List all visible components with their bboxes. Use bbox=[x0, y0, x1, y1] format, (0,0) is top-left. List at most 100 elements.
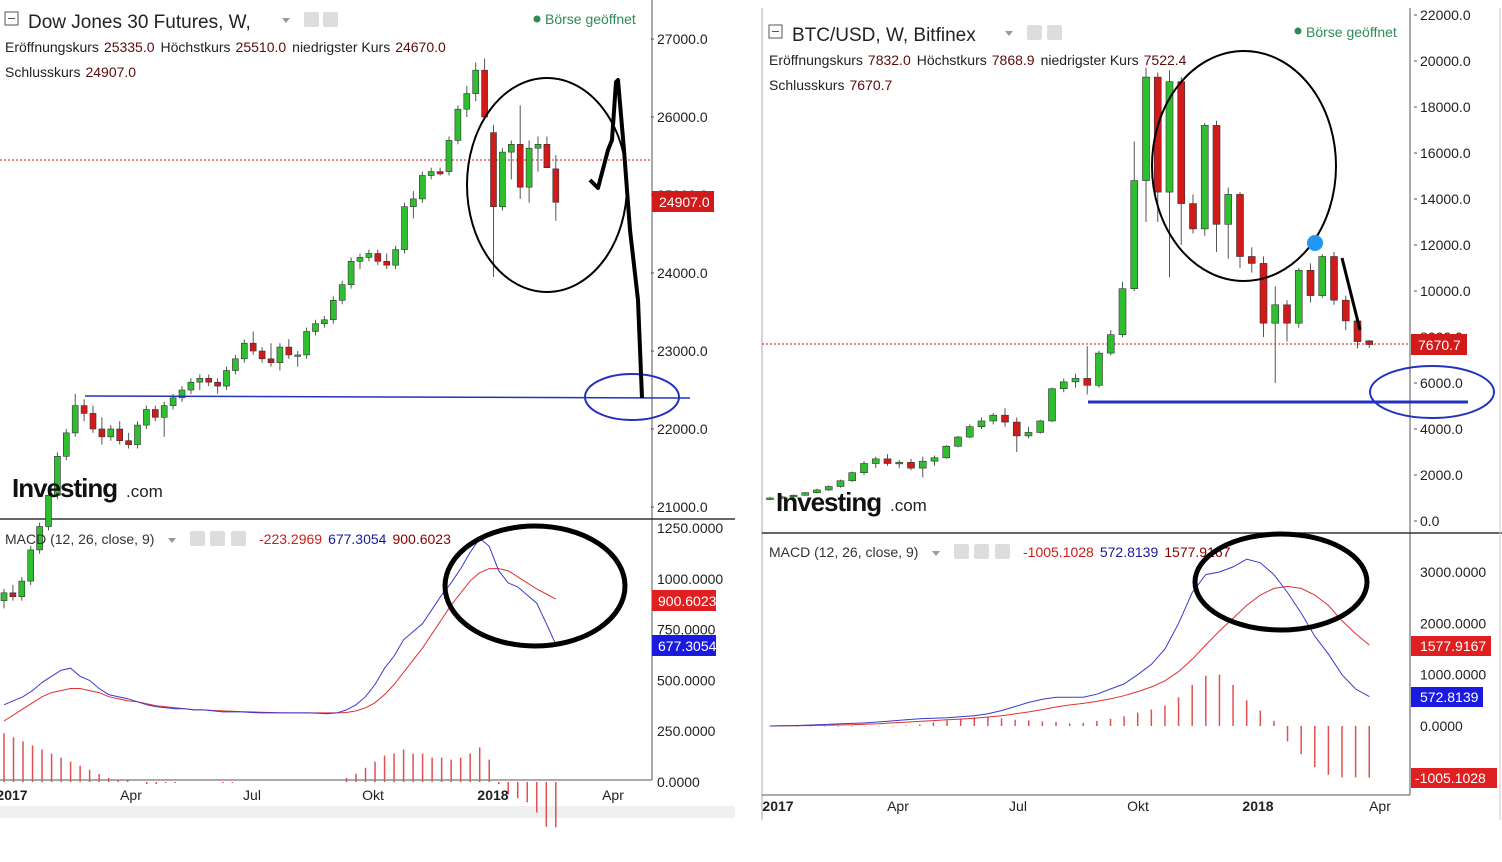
left-candle-body bbox=[401, 206, 408, 250]
right-chart-title: BTC/USD, W, Bitfinex bbox=[792, 25, 976, 46]
left-candle-body bbox=[143, 409, 150, 426]
right-high-value: 7868.9 bbox=[992, 52, 1035, 68]
right-panel bbox=[760, 8, 1502, 818]
right-title-dropdown-icon[interactable] bbox=[1005, 31, 1013, 36]
right-candle-body bbox=[1236, 194, 1244, 257]
right-macd-tick-label: 2000.0000 bbox=[1420, 615, 1486, 631]
left-candle-body bbox=[427, 171, 435, 176]
left-macd-signal-tag: 900.6023 bbox=[658, 593, 717, 609]
left-macd-tick-label: 0.0000 bbox=[657, 774, 700, 790]
left-candle-body bbox=[499, 151, 506, 208]
right-macd-dropdown-icon[interactable] bbox=[932, 551, 940, 556]
right-y-tick-label: 16000.0 bbox=[1420, 145, 1471, 161]
left-candle-body bbox=[249, 342, 257, 352]
right-target-circle-annotation bbox=[1369, 365, 1495, 419]
left-macd-visibility-icon[interactable] bbox=[190, 531, 205, 546]
right-y-tick-label: 4000.0 bbox=[1420, 421, 1463, 437]
left-macd-macd-value: 677.3054 bbox=[328, 531, 387, 547]
right-candle-body bbox=[1200, 125, 1209, 230]
right-candle-body bbox=[989, 414, 998, 422]
right-y-axis: 22000.0 20000.0 18000.0 16000.0 14000.0 12000… bbox=[1414, 7, 1471, 529]
left-macd-close-icon[interactable] bbox=[231, 531, 246, 546]
left-candle-body bbox=[285, 346, 293, 356]
left-candle-body bbox=[383, 260, 391, 266]
left-macd-plot bbox=[3, 537, 557, 828]
left-candle-body bbox=[116, 428, 123, 441]
right-collapse-icon[interactable] bbox=[768, 24, 783, 39]
left-macd-tick-label: 250.0000 bbox=[657, 723, 716, 739]
left-candle-body bbox=[196, 377, 204, 383]
right-candle-body bbox=[942, 445, 951, 459]
right-macd-hist-tag: -1005.1028 bbox=[1415, 770, 1486, 786]
left-macd-tick-label: 1250.0000 bbox=[657, 520, 723, 536]
right-macd-close-icon[interactable] bbox=[995, 544, 1010, 559]
right-candle-body bbox=[1036, 420, 1045, 433]
right-y-tick-label: 20000.0 bbox=[1420, 53, 1471, 69]
right-x-tick-label: Jul bbox=[1009, 798, 1027, 814]
left-visibility-icon[interactable] bbox=[304, 12, 319, 27]
right-macd-settings-icon[interactable] bbox=[974, 544, 989, 559]
right-candle-body bbox=[1165, 81, 1174, 193]
left-macd-line bbox=[3, 537, 557, 715]
left-y-tick-label: 27000.0 bbox=[657, 31, 708, 47]
right-macd-macd-tag-bg bbox=[1411, 687, 1483, 707]
left-macd-settings-icon[interactable] bbox=[210, 531, 225, 546]
right-candle-body bbox=[1247, 256, 1256, 264]
left-candle-body bbox=[223, 370, 230, 387]
right-macd-signal-line bbox=[769, 585, 1370, 727]
left-candle-body bbox=[454, 108, 462, 141]
left-x-tick-label: 2017 bbox=[0, 787, 28, 803]
right-macd-visibility-icon[interactable] bbox=[954, 544, 969, 559]
left-settings-icon[interactable] bbox=[323, 12, 338, 27]
right-market-status: Börse geöffnet bbox=[1306, 24, 1397, 40]
left-collapse-icon[interactable] bbox=[4, 11, 19, 26]
left-macd-dropdown-icon[interactable] bbox=[168, 538, 176, 543]
left-open-value: 25335.0 bbox=[104, 39, 155, 55]
right-candle-body bbox=[1059, 381, 1068, 390]
right-close-label: Schlusskurs bbox=[769, 77, 844, 93]
right-ohlc-line2: Schlusskurs 7670.7 bbox=[769, 77, 893, 93]
left-price-tag: 24907.0 bbox=[659, 194, 710, 210]
right-price-circle-annotation bbox=[1151, 50, 1337, 282]
left-candle-body bbox=[18, 580, 26, 597]
left-candle-body bbox=[338, 284, 346, 301]
left-price-tag-bg bbox=[652, 191, 714, 212]
left-x-axis: 2017 Apr Jul Okt 2018 Apr bbox=[0, 787, 624, 803]
right-visibility-icon[interactable] bbox=[1027, 25, 1042, 40]
right-macd-tick-label: 1000.0000 bbox=[1420, 667, 1486, 683]
right-candles bbox=[766, 67, 1374, 501]
right-low-label: niedrigster Kurs bbox=[1041, 52, 1139, 68]
right-macd-hist-value: -1005.1028 bbox=[1023, 544, 1094, 560]
left-candle-body bbox=[525, 147, 533, 188]
left-candle-body bbox=[543, 144, 551, 169]
right-x-tick-label: Apr bbox=[887, 798, 909, 814]
left-close-label: Schlusskurs bbox=[5, 64, 80, 80]
right-candle-body bbox=[907, 462, 915, 469]
left-candle-body bbox=[241, 342, 248, 360]
right-candle-body bbox=[871, 458, 880, 464]
left-close-value: 24907.0 bbox=[85, 64, 136, 80]
right-macd-circle-annotation bbox=[1192, 531, 1370, 633]
right-candle-body bbox=[1306, 269, 1315, 296]
left-candle-body bbox=[507, 144, 515, 153]
right-candle-body bbox=[1271, 304, 1280, 324]
left-low-value: 24670.0 bbox=[395, 39, 446, 55]
left-status-dot-icon bbox=[533, 15, 541, 23]
left-candle-body bbox=[516, 144, 524, 188]
left-ohlc-line1: Eröffnungskurs 25335.0 Höchstkurs 25510.0 ni… bbox=[5, 39, 446, 55]
right-settings-icon[interactable] bbox=[1047, 25, 1062, 40]
right-investing-logo: Investing bbox=[776, 487, 881, 517]
right-status-dot-icon bbox=[1294, 27, 1302, 35]
left-macd-title: MACD (12, 26, close, 9) bbox=[5, 531, 154, 547]
right-candle-body bbox=[1106, 334, 1115, 354]
right-x-tick-label: Okt bbox=[1127, 798, 1149, 814]
left-title-dropdown-icon[interactable] bbox=[282, 18, 290, 23]
left-candle-body bbox=[463, 93, 471, 110]
right-candle-body bbox=[824, 486, 833, 491]
left-candle-body bbox=[392, 249, 399, 266]
right-candle-body bbox=[801, 492, 810, 496]
right-candle-body bbox=[1341, 299, 1350, 322]
right-macd-tick-label: 0.0000 bbox=[1420, 718, 1463, 734]
left-chart-title: Dow Jones 30 Futures, W, bbox=[28, 12, 251, 33]
right-macd-header: MACD (12, 26, close, 9) bbox=[769, 544, 918, 560]
